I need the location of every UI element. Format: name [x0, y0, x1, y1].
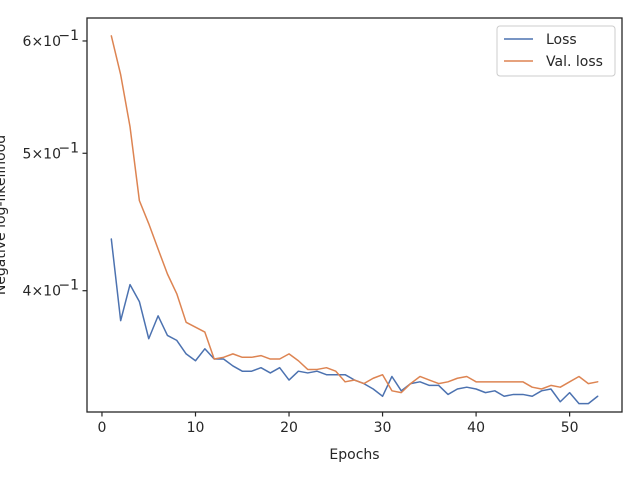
- x-tick-label: 0: [98, 420, 107, 436]
- y-tick-label: 4×10: [23, 284, 61, 300]
- x-tick-label: 30: [374, 420, 392, 436]
- x-axis-ticks: 0 10 20 30 40 50: [98, 412, 579, 436]
- legend-label-0: Loss: [546, 32, 577, 48]
- x-axis-label: Epochs: [329, 447, 379, 463]
- x-tick-label: 50: [561, 420, 579, 436]
- y-tick-label: 5×10: [23, 146, 61, 162]
- plot-frame: [86, 17, 623, 413]
- x-tick-label: 10: [187, 420, 205, 436]
- legend: Loss Val. loss: [496, 25, 616, 77]
- x-tick-label: 40: [467, 420, 485, 436]
- series-line-1: [110, 35, 599, 394]
- legend-label-1: Val. loss: [546, 54, 603, 70]
- x-tick-label: 20: [280, 420, 298, 436]
- y-tick-exponent: −1: [58, 278, 79, 294]
- y-axis-label: Negative log-likelihood: [0, 135, 9, 295]
- y-tick-exponent: −1: [58, 28, 79, 44]
- y-tick-label: 6×10: [23, 34, 61, 50]
- y-axis-ticks: 4×10−15×10−16×10−1: [23, 28, 87, 300]
- plot-lines: [110, 35, 599, 405]
- y-tick-exponent: −1: [58, 140, 79, 156]
